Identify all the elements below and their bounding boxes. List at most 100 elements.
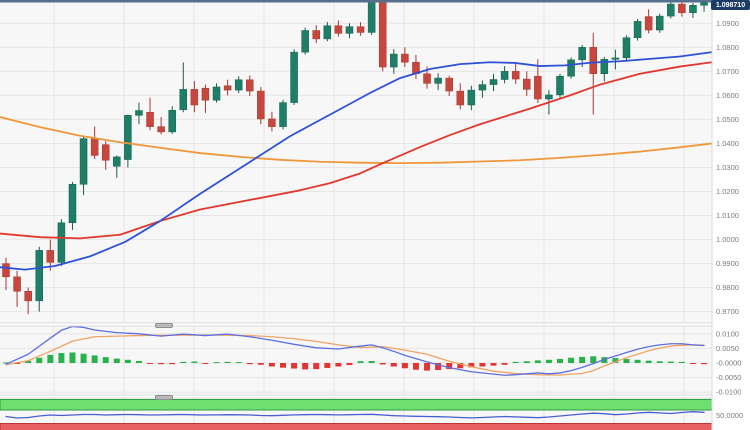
macd-histogram-bar — [568, 357, 575, 363]
candle — [689, 2, 697, 19]
rsi-overbought-band — [0, 399, 712, 411]
price-axis-label: 1.0600 — [716, 91, 739, 100]
macd-histogram-bar — [579, 356, 586, 363]
macd-axis-label: -0.0000 — [716, 359, 741, 368]
candle — [467, 85, 476, 111]
macd-histogram-bar — [158, 363, 165, 365]
candle — [600, 56, 609, 82]
macd-line — [5, 326, 705, 376]
macd-histogram-bar — [656, 361, 663, 363]
candle — [500, 66, 509, 84]
macd-histogram-bar — [368, 360, 375, 363]
macd-signal-line — [5, 334, 705, 376]
macd-histogram-bar — [235, 362, 242, 364]
candle — [301, 27, 309, 55]
candle — [179, 62, 188, 113]
candle — [257, 86, 265, 125]
price-axis-label: 1.0100 — [716, 211, 739, 220]
macd-histogram-bar — [590, 356, 597, 363]
macd-histogram-bar — [102, 357, 109, 363]
macd-axis-label: 0.0100 — [716, 329, 739, 338]
macd-histogram-bar — [25, 360, 32, 363]
price-axis-strip — [712, 0, 750, 430]
candle — [378, 2, 387, 72]
candle — [622, 35, 631, 62]
candle — [511, 64, 520, 84]
candle — [13, 270, 21, 307]
rsi-oversold-band — [0, 423, 712, 430]
macd-axis-label: 0.0050 — [716, 344, 739, 353]
macd-histogram-bar — [701, 363, 708, 365]
last-price-tag: 1.098710 — [711, 0, 750, 10]
macd-histogram-bar — [457, 363, 464, 369]
ma-mid-red-line — [0, 61, 712, 240]
macd-histogram-bar — [446, 363, 453, 370]
rsi-line — [5, 411, 705, 419]
panel-borders — [0, 322, 712, 399]
candle — [556, 73, 564, 98]
price-axis[interactable] — [712, 0, 750, 430]
macd-histogram-bar — [124, 359, 131, 363]
candle — [79, 136, 88, 196]
candle — [334, 20, 343, 37]
candle — [234, 76, 243, 93]
macd-axis-label: -0.0100 — [716, 388, 741, 397]
candle — [2, 257, 10, 291]
candle — [611, 49, 620, 70]
macd-histogram-bar — [468, 363, 475, 368]
macd-histogram-bar — [91, 355, 98, 363]
candle — [157, 117, 165, 135]
macd-histogram-bar — [523, 361, 530, 363]
last-price-value: 1.098710 — [715, 1, 746, 9]
macd-histogram-bar — [80, 353, 87, 363]
candle — [35, 246, 43, 312]
macd-histogram-bar — [113, 358, 120, 363]
macd-histogram-bar — [213, 362, 220, 364]
ma-slow-orange-line — [0, 116, 712, 165]
rsi-axis-label: 50.0000 — [716, 411, 743, 420]
candle — [667, 2, 675, 19]
candle — [356, 22, 365, 36]
macd-histogram-bar — [634, 359, 641, 363]
candle — [113, 155, 121, 178]
macd-histogram-bar — [180, 361, 187, 363]
macd-histogram-bar — [479, 363, 486, 367]
candle — [312, 25, 320, 44]
macd-histogram-bar — [14, 363, 21, 364]
macd-histogram-bar — [689, 363, 696, 364]
candle — [456, 83, 465, 110]
macd-histogram-bar — [612, 358, 619, 363]
candle — [445, 75, 453, 96]
rsi-panel-resize-handle[interactable] — [155, 395, 173, 400]
price-axis-label: 1.0300 — [716, 163, 739, 172]
candle — [323, 21, 332, 42]
candle — [290, 49, 298, 106]
macd-histogram-bar — [346, 363, 353, 366]
candles-layer — [2, 2, 708, 315]
macd-histogram-bar — [335, 363, 342, 367]
macd-axis-label: -0.0050 — [716, 373, 741, 382]
macd-histogram-bar — [678, 361, 685, 363]
candle — [390, 49, 398, 74]
macd-panel-resize-handle[interactable] — [155, 323, 173, 328]
candle — [367, 2, 376, 35]
price-axis-label: 0.9700 — [716, 307, 739, 316]
macd-histogram-bar — [534, 360, 541, 363]
macd-histogram-bar — [202, 363, 209, 364]
candle — [489, 73, 498, 92]
macd-histogram-bar — [291, 363, 298, 369]
price-axis-label: 1.0000 — [716, 235, 739, 244]
macd-histogram-bar — [3, 362, 9, 364]
macd-histogram-bar — [667, 361, 674, 363]
candle — [223, 79, 232, 96]
macd-histogram-bar — [169, 363, 176, 365]
macd-histogram-bar — [424, 363, 431, 371]
price-axis-label: 1.0700 — [716, 67, 739, 76]
macd-histogram-bar — [280, 363, 286, 368]
candle — [678, 2, 686, 17]
macd-histogram-bar — [512, 361, 519, 363]
candle — [68, 181, 77, 230]
macd-histogram-bar — [135, 360, 142, 363]
